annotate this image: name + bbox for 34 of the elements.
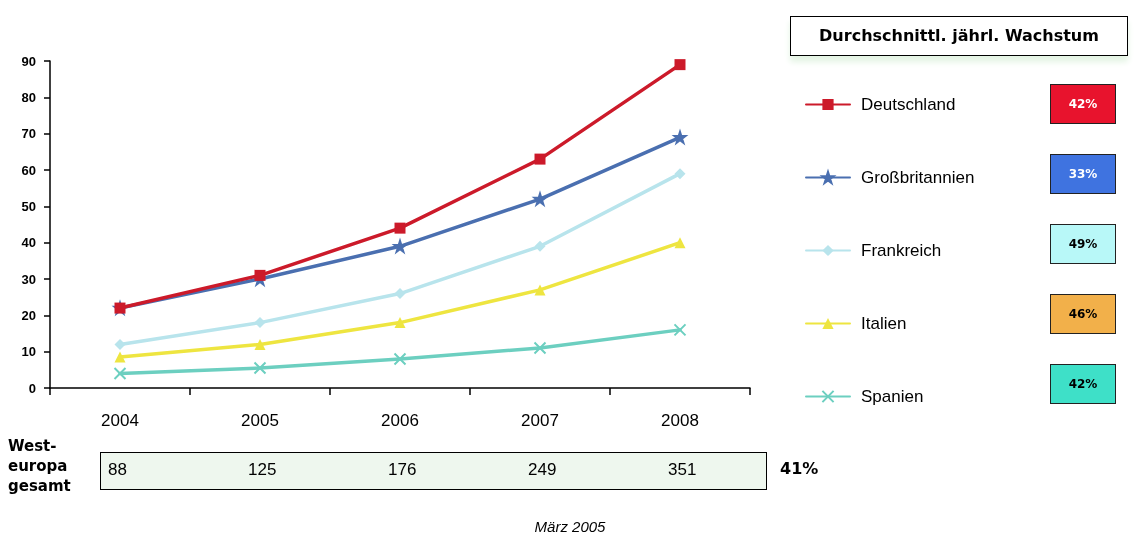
y-tick-label: 80 — [21, 89, 36, 105]
text: 33% — [1050, 154, 1116, 194]
y-tick-label: 10 — [21, 344, 36, 360]
text: 46% — [1050, 294, 1116, 334]
text: 249 — [528, 460, 557, 480]
x-tick-label: 2004 — [101, 411, 139, 430]
text: 88 — [108, 460, 127, 480]
x-tick-label: 2007 — [521, 411, 559, 430]
text: 125 — [248, 460, 277, 480]
legend-label: Spanien — [861, 387, 924, 406]
y-tick-label: 0 — [28, 380, 36, 396]
legend-title: Durchschnittl. jährl. Wachstum — [790, 16, 1128, 56]
y-tick-label: 90 — [21, 53, 36, 69]
text: März 2005 — [533, 518, 607, 535]
text: 176 — [388, 460, 417, 480]
text: 49% — [1050, 224, 1116, 264]
text: West-europa gesamt — [8, 436, 72, 496]
legend-label: Frankreich — [861, 241, 942, 260]
text: 42% — [1050, 84, 1116, 124]
x-tick-label: 2006 — [381, 411, 419, 430]
y-tick-label: 50 — [21, 198, 36, 214]
y-tick-label: 60 — [21, 162, 36, 178]
text: 42% — [1050, 364, 1116, 404]
legend-label: Italien — [861, 314, 907, 333]
y-tick-label: 70 — [21, 126, 36, 142]
legend-label: Deutschland — [861, 95, 956, 114]
text: 41% — [780, 459, 819, 478]
y-tick-label: 20 — [21, 307, 36, 323]
x-tick-label: 2008 — [661, 411, 699, 430]
y-tick-label: 30 — [21, 271, 36, 287]
legend-label: Großbritannien — [861, 168, 975, 187]
x-tick-label: 2005 — [241, 411, 279, 430]
text: 351 — [668, 460, 697, 480]
y-tick-label: 40 — [21, 235, 36, 251]
